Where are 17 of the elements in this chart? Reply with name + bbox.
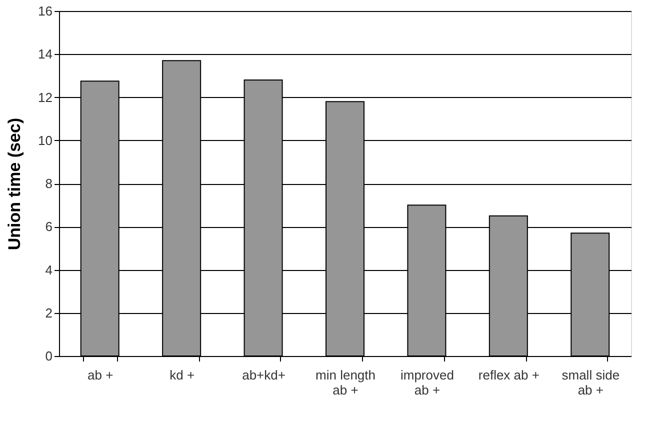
x-tick-label: min length ab +	[316, 368, 376, 398]
x-tick-label: ab +	[88, 368, 114, 382]
y-tick-label: 6	[45, 219, 52, 234]
x-tick-label: reflex ab +	[478, 368, 540, 382]
x-tick-label: small side ab +	[562, 368, 620, 398]
y-tick-label: 10	[38, 132, 52, 148]
x-tick-label: kd +	[170, 368, 195, 382]
y-tick-label: 16	[38, 4, 52, 18]
x-tick-label: improved ab +	[400, 368, 454, 398]
y-tick-label: 4	[45, 262, 52, 278]
y-tick-label: 8	[45, 176, 52, 191]
x-tick-label: ab+kd+	[242, 368, 286, 382]
y-tick-label: 0	[45, 348, 52, 364]
y-tick-label: 12	[38, 90, 52, 105]
y-axis-title: Union time (sec)	[5, 118, 24, 250]
y-tick-label: 14	[38, 46, 52, 62]
y-tick-label: 2	[45, 305, 52, 320]
